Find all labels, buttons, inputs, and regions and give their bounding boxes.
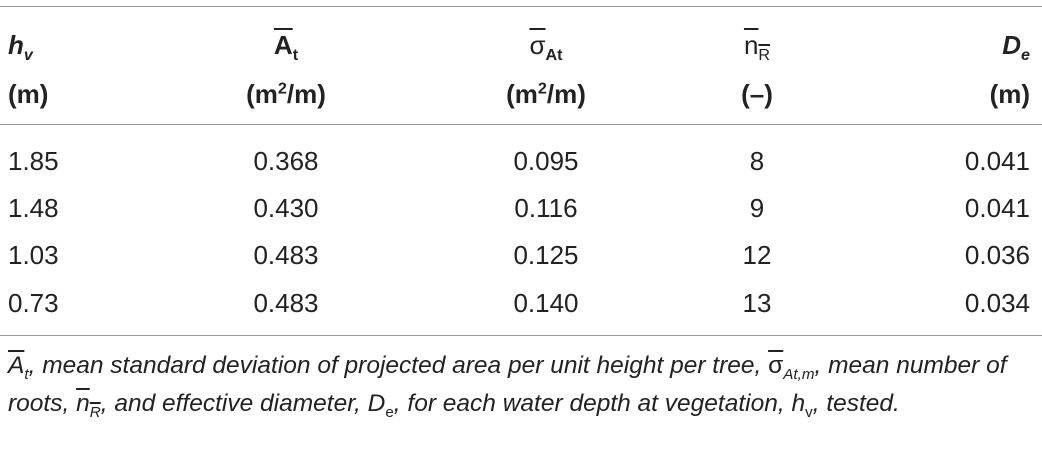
cell-effective-diameter: 0.034 xyxy=(964,288,1030,318)
cell-mean-roots: 8 xyxy=(749,146,765,176)
cell-sigma-area: 0.125 xyxy=(513,240,579,270)
table-row: 0.73 0.483 0.140 13 0.034 xyxy=(0,279,1042,327)
cell-hv: 0.73 xyxy=(8,288,59,318)
table-bottom-rule xyxy=(0,335,1042,336)
cell-mean-roots: 12 xyxy=(742,240,772,270)
cell-mean-area: 0.483 xyxy=(253,240,319,270)
cell-hv: 1.03 xyxy=(8,240,59,270)
header-hv: hv (m) xyxy=(8,30,49,109)
cell-sigma-area: 0.116 xyxy=(514,193,578,223)
cell-sigma-area: 0.140 xyxy=(513,288,579,318)
cell-mean-area: 0.368 xyxy=(253,146,319,176)
cell-hv: 1.48 xyxy=(8,193,59,223)
cell-mean-area: 0.430 xyxy=(253,193,319,223)
header-sigma-area: σAt (m2/m) xyxy=(506,30,586,109)
table-row: 1.48 0.430 0.116 9 0.041 xyxy=(0,184,1042,232)
header-mean-roots: nR (–) xyxy=(741,30,773,109)
table-row: 1.85 0.368 0.095 8 0.041 xyxy=(0,137,1042,185)
cell-sigma-area: 0.095 xyxy=(513,146,579,176)
table-row: 1.03 0.483 0.125 12 0.036 xyxy=(0,231,1042,279)
header-mean-area: At (m2/m) xyxy=(246,30,326,109)
cell-mean-area: 0.483 xyxy=(253,288,319,318)
cell-hv: 1.85 xyxy=(8,146,59,176)
table-top-rule xyxy=(0,6,1042,7)
cell-mean-roots: 13 xyxy=(742,288,772,318)
cell-effective-diameter: 0.041 xyxy=(964,146,1030,176)
table-header-rule xyxy=(0,124,1042,125)
cell-mean-roots: 9 xyxy=(749,193,765,223)
cell-effective-diameter: 0.036 xyxy=(964,240,1030,270)
table-caption: At, mean standard deviation of projected… xyxy=(8,352,1007,421)
header-effective-diameter: De (m) xyxy=(989,30,1030,109)
cell-effective-diameter: 0.041 xyxy=(964,193,1030,223)
